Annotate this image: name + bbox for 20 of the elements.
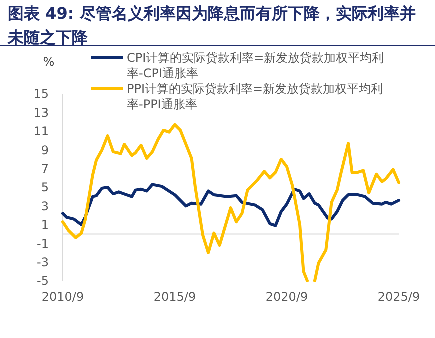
y-tick-label: 11 [34, 124, 49, 139]
y-tick-label: 15 [34, 87, 49, 102]
y-tick-label: 5 [41, 180, 49, 195]
x-tick-label: 2025/9 [378, 290, 420, 304]
x-tick-label: 2010/9 [42, 290, 84, 304]
y-tick-label: 9 [41, 143, 49, 158]
chart-title: 图表 49: 尽管名义利率因为降息而有所下降，实际利率并未随之下降 [7, 4, 416, 47]
y-tick-label: 7 [41, 162, 49, 176]
x-tick-label: 2020/9 [266, 290, 308, 304]
y-tick-label: 13 [34, 106, 49, 120]
y-axis-title: % [43, 55, 55, 69]
x-tick-label: 2015/9 [154, 290, 196, 304]
line-series [62, 183, 400, 228]
y-tick-label: 1 [41, 218, 49, 232]
y-tick-label: -1 [37, 236, 49, 251]
y-tick-label: 3 [41, 199, 49, 214]
y-tick-label: -3 [37, 256, 49, 270]
legend-label: CPI计算的实际贷款利率=新发放贷款加权平均利率-CPI通胀率 [127, 51, 384, 80]
legend-label: PPI计算的实际贷款利率=新发放贷款加权平均利率-PPI通胀率 [127, 82, 384, 112]
y-tick-label: -5 [37, 274, 49, 288]
